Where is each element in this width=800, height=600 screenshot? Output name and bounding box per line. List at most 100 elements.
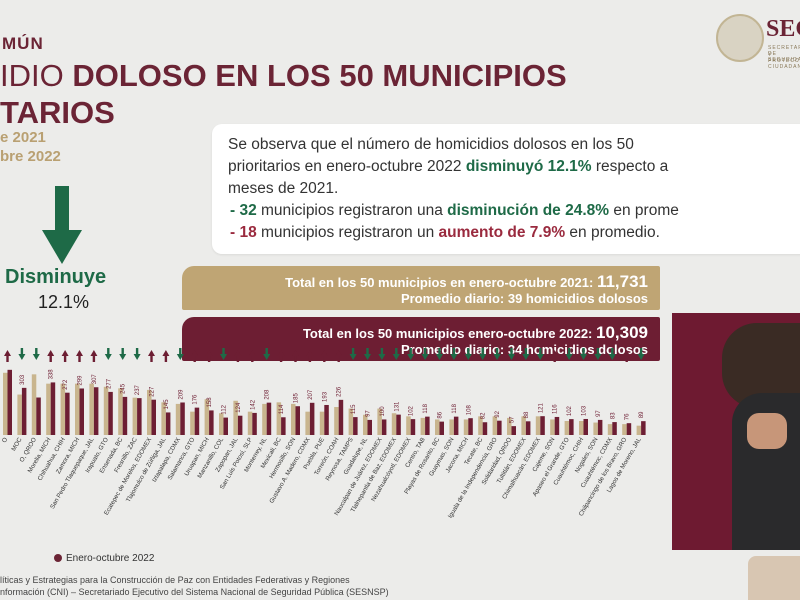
data-label: 185: [294, 393, 300, 404]
bar-2022: [165, 412, 171, 435]
down-arrow-icon: [479, 348, 487, 360]
total-2022-value: 10,309: [596, 323, 648, 342]
bar-2021: [334, 407, 339, 435]
note-bullet: -: [230, 224, 240, 241]
bar-2021: [377, 408, 382, 435]
bar-2021: [593, 422, 598, 435]
total-2022-label: Total en los 50 municipios enero-octubre…: [302, 326, 596, 341]
logo-subtitle: SECRETARÍA DE SEGURIDAD: [768, 45, 800, 63]
bar-2022: [453, 416, 459, 435]
bar-2021: [636, 425, 642, 435]
bar-2021: [75, 383, 80, 435]
bar-2021: [406, 416, 411, 435]
down-arrow-icon: [263, 348, 271, 360]
bar-2022: [425, 416, 430, 435]
down-arrow-icon: [119, 348, 127, 360]
up-arrow-icon: [4, 350, 11, 362]
bar-2021: [190, 411, 195, 435]
bar-2021: [363, 414, 368, 435]
bar-2022: [353, 417, 358, 435]
bar-2022: [180, 402, 185, 435]
bar-2022: [194, 407, 200, 435]
bar-2022: [223, 417, 228, 435]
data-label: 338: [49, 369, 55, 380]
data-label: 226: [337, 386, 343, 397]
bar-2022: [626, 423, 632, 435]
bar-2022: [583, 418, 588, 435]
down-arrow-icon: [392, 348, 400, 360]
bar-2022: [439, 421, 444, 435]
note-text: en promedio.: [565, 224, 660, 241]
bar-2021: [521, 416, 526, 435]
data-label: 114: [279, 404, 285, 414]
data-label: 145: [164, 399, 170, 410]
bar-2022: [21, 387, 27, 435]
category-label: MOC: [10, 436, 24, 452]
bar-2021: [449, 419, 454, 435]
bar-2022: [309, 402, 315, 435]
note-text: prioritarios en enero-octubre 2022: [228, 158, 466, 175]
bar-2021: [31, 374, 37, 435]
note-text: municipios registraron un: [256, 224, 439, 241]
data-label: 303: [20, 374, 26, 385]
data-label: 102: [409, 405, 415, 416]
up-arrow-icon: [248, 350, 256, 362]
up-arrow-icon: [205, 350, 213, 362]
data-label: 97: [596, 410, 602, 417]
bar-2021: [319, 411, 325, 435]
down-arrow-icon: [349, 348, 357, 360]
data-label: 116: [553, 404, 559, 414]
data-label: 121: [538, 403, 544, 414]
bar-2022: [266, 402, 272, 435]
bar-2021: [161, 402, 166, 435]
data-label: 227: [150, 386, 156, 397]
up-arrow-icon: [234, 350, 242, 362]
up-arrow-icon: [623, 350, 631, 362]
bar-2022: [396, 414, 401, 435]
bar-2022: [237, 415, 243, 435]
legend-label: Enero-octubre 2022: [66, 553, 155, 564]
down-arrow-icon: [18, 348, 26, 360]
down-arrow-icon: [536, 348, 544, 360]
data-label: 237: [135, 384, 141, 395]
logo-text: SEG: [766, 16, 800, 42]
data-label: 83: [610, 412, 616, 419]
bar-2022: [7, 369, 12, 435]
source-line-1: líticas y Estrategias para la Construcci…: [0, 575, 350, 585]
note-text: en prome: [609, 202, 679, 219]
up-arrow-icon: [61, 350, 69, 362]
data-label: 97: [366, 410, 372, 417]
bar-2021: [132, 397, 138, 435]
daily-2021: Promedio diario: 39 homicidios dolosos: [400, 291, 648, 306]
up-arrow-icon: [551, 350, 559, 362]
total-2021-value: 11,731: [596, 272, 648, 291]
chart-legend: Enero-octubre 2022: [54, 553, 154, 564]
bar-2022: [554, 416, 560, 435]
decrease-label: Disminuye: [5, 266, 107, 288]
bar-2022: [641, 421, 646, 435]
down-arrow-icon: [580, 348, 587, 360]
bar-2022: [338, 399, 344, 435]
title-bold: DOLOSO EN LOS 50 MUNICIPIOS: [72, 58, 567, 93]
interpreter-hand: [747, 413, 787, 449]
data-label: 82: [481, 412, 487, 419]
note-line-2: prioritarios en enero-octubre 2022 dismi…: [228, 158, 668, 176]
data-label: 100: [380, 406, 386, 417]
up-arrow-icon: [306, 350, 314, 362]
down-arrow-icon: [378, 348, 386, 360]
sign-language-interpreter-video: [672, 313, 800, 550]
corner-thumbnail: [748, 556, 800, 600]
category-label: O: [1, 436, 10, 444]
section-pretitle: MÚN: [2, 34, 44, 53]
bar-2021: [507, 417, 512, 435]
data-label: 115: [351, 404, 357, 414]
down-arrow-icon: [32, 348, 40, 360]
bar-2022: [597, 419, 603, 435]
bar-2022: [252, 412, 257, 435]
down-arrow-icon: [493, 348, 501, 360]
data-label: 277: [106, 378, 112, 389]
bar-2022: [65, 392, 70, 435]
bar-2022: [511, 426, 516, 435]
bar-2022: [209, 410, 214, 435]
down-arrow-icon: [450, 348, 458, 360]
